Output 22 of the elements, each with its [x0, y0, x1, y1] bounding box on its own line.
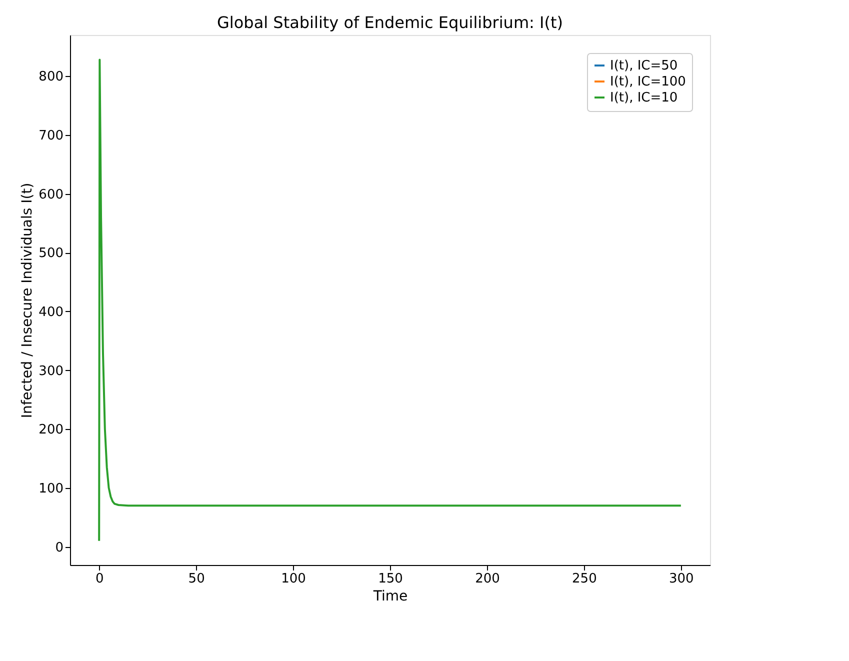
y-tick-label: 300	[38, 364, 64, 379]
x-tick-label: 100	[281, 572, 306, 586]
y-tick-label: 700	[38, 128, 64, 144]
x-tick-label: 150	[378, 572, 403, 586]
x-tick-label: 200	[475, 572, 500, 586]
x-axis-title: Time	[372, 588, 408, 604]
legend-label: I(t), IC=50	[610, 58, 678, 74]
y-tick-label: 400	[38, 304, 64, 320]
x-tick-label: 250	[572, 572, 597, 586]
y-tick-label: 200	[38, 422, 64, 438]
x-tick-label: 300	[668, 572, 694, 586]
y-axis-title: Infected / Insecure Individuals I(t)	[20, 182, 36, 418]
y-tick-label: 500	[38, 246, 64, 262]
y-tick-label: 100	[38, 481, 64, 496]
legend-label: I(t), IC=100	[610, 74, 686, 90]
chart-title: Global Stability of Endemic Equilibrium: I(t)	[217, 13, 563, 32]
y-tick-label: 600	[38, 187, 64, 202]
y-tick-label: 0	[55, 540, 64, 556]
legend-label: I(t), IC=10	[610, 90, 678, 106]
x-tick-label: 50	[188, 572, 205, 586]
x-tick-label: 0	[95, 572, 104, 586]
y-tick-label: 800	[38, 70, 64, 85]
